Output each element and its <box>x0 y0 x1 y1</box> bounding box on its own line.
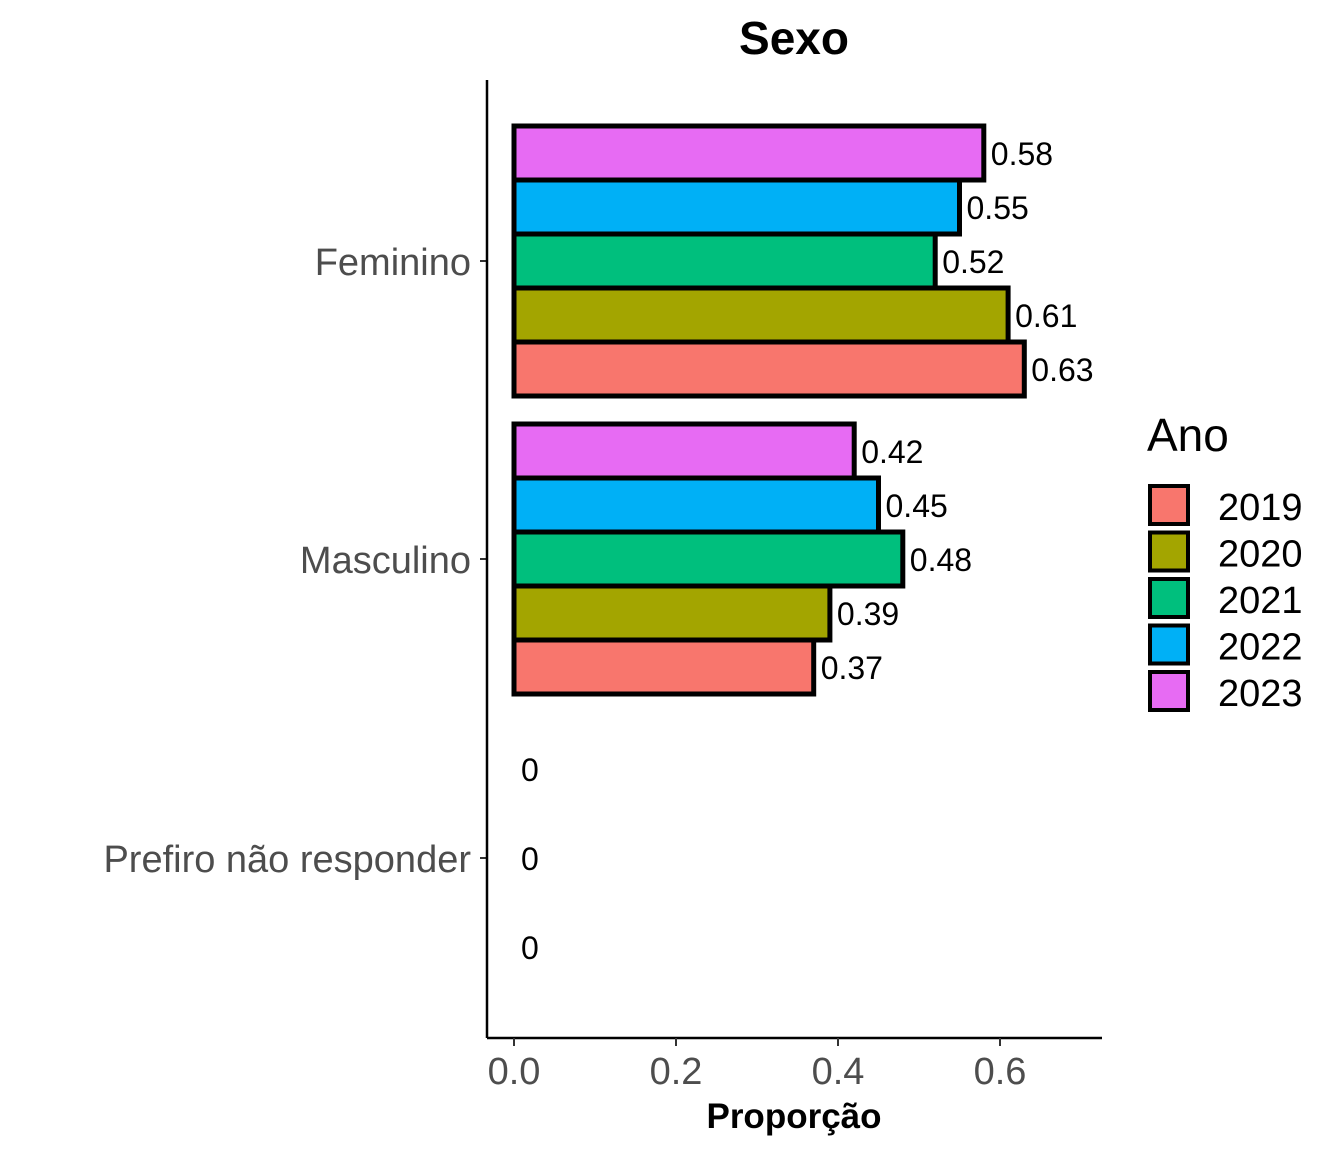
data-label-2019: 0.37 <box>821 650 883 686</box>
y-tick-label: Feminino <box>315 242 471 284</box>
bar-masculino-2020 <box>511 583 833 643</box>
axes-group: Feminino Masculino Prefiro não responder 0.… <box>103 80 1102 1093</box>
x-tick-label: 0.6 <box>974 1051 1027 1093</box>
data-label-2020: 0.61 <box>1015 298 1077 334</box>
legend-label-2019: 2019 <box>1218 487 1303 529</box>
y-tick-label: Prefiro não responder <box>103 839 471 881</box>
data-label-2021: 0 <box>521 841 539 877</box>
legend-label-2020: 2020 <box>1218 534 1303 576</box>
legend-label-2023: 2023 <box>1218 673 1303 715</box>
bar-masculino-2019 <box>511 637 817 697</box>
chart-title: Sexo <box>739 12 849 64</box>
legend-key-2019 <box>1148 484 1190 526</box>
x-tick-label: 0.4 <box>812 1051 865 1093</box>
data-label-2021: 0.52 <box>942 244 1004 280</box>
data-label-2019: 0 <box>521 930 539 966</box>
legend-title: Ano <box>1147 409 1229 461</box>
bars-group: 0.63 0.61 0.52 0.55 0.58 0.37 0.39 0.48 0.45 0.42… <box>511 123 1094 966</box>
legend-key-2021 <box>1148 577 1190 619</box>
x-tick-label: 0.2 <box>650 1051 703 1093</box>
bar-feminino-2023 <box>511 123 987 183</box>
legend-key-2022 <box>1148 623 1190 666</box>
legend-label-2022: 2022 <box>1218 627 1303 669</box>
data-label-2020: 0.39 <box>837 596 899 632</box>
data-label-2023: 0.42 <box>861 434 923 470</box>
legend-key-2023 <box>1148 670 1190 712</box>
data-label-2021: 0.48 <box>910 542 972 578</box>
bar-feminino-2022 <box>511 177 962 237</box>
y-tick-label: Masculino <box>300 540 471 582</box>
data-label-2023: 0 <box>521 752 539 788</box>
x-tick-label: 0.0 <box>488 1051 541 1093</box>
bar-masculino-2022 <box>511 475 881 535</box>
bar-feminino-2021 <box>511 231 938 291</box>
data-label-2019: 0.63 <box>1031 352 1093 388</box>
bar-masculino-2021 <box>511 529 906 589</box>
data-label-2023: 0.58 <box>991 136 1053 172</box>
bar-masculino-2023 <box>511 421 857 481</box>
x-axis-label: Proporção <box>706 1097 881 1136</box>
legend-key-2020 <box>1148 530 1190 573</box>
data-label-2022: 0.55 <box>967 190 1029 226</box>
legend-label-2021: 2021 <box>1218 580 1303 622</box>
data-label-2022: 0.45 <box>886 488 948 524</box>
bar-feminino-2020 <box>511 285 1011 345</box>
bar-feminino-2019 <box>511 339 1027 399</box>
